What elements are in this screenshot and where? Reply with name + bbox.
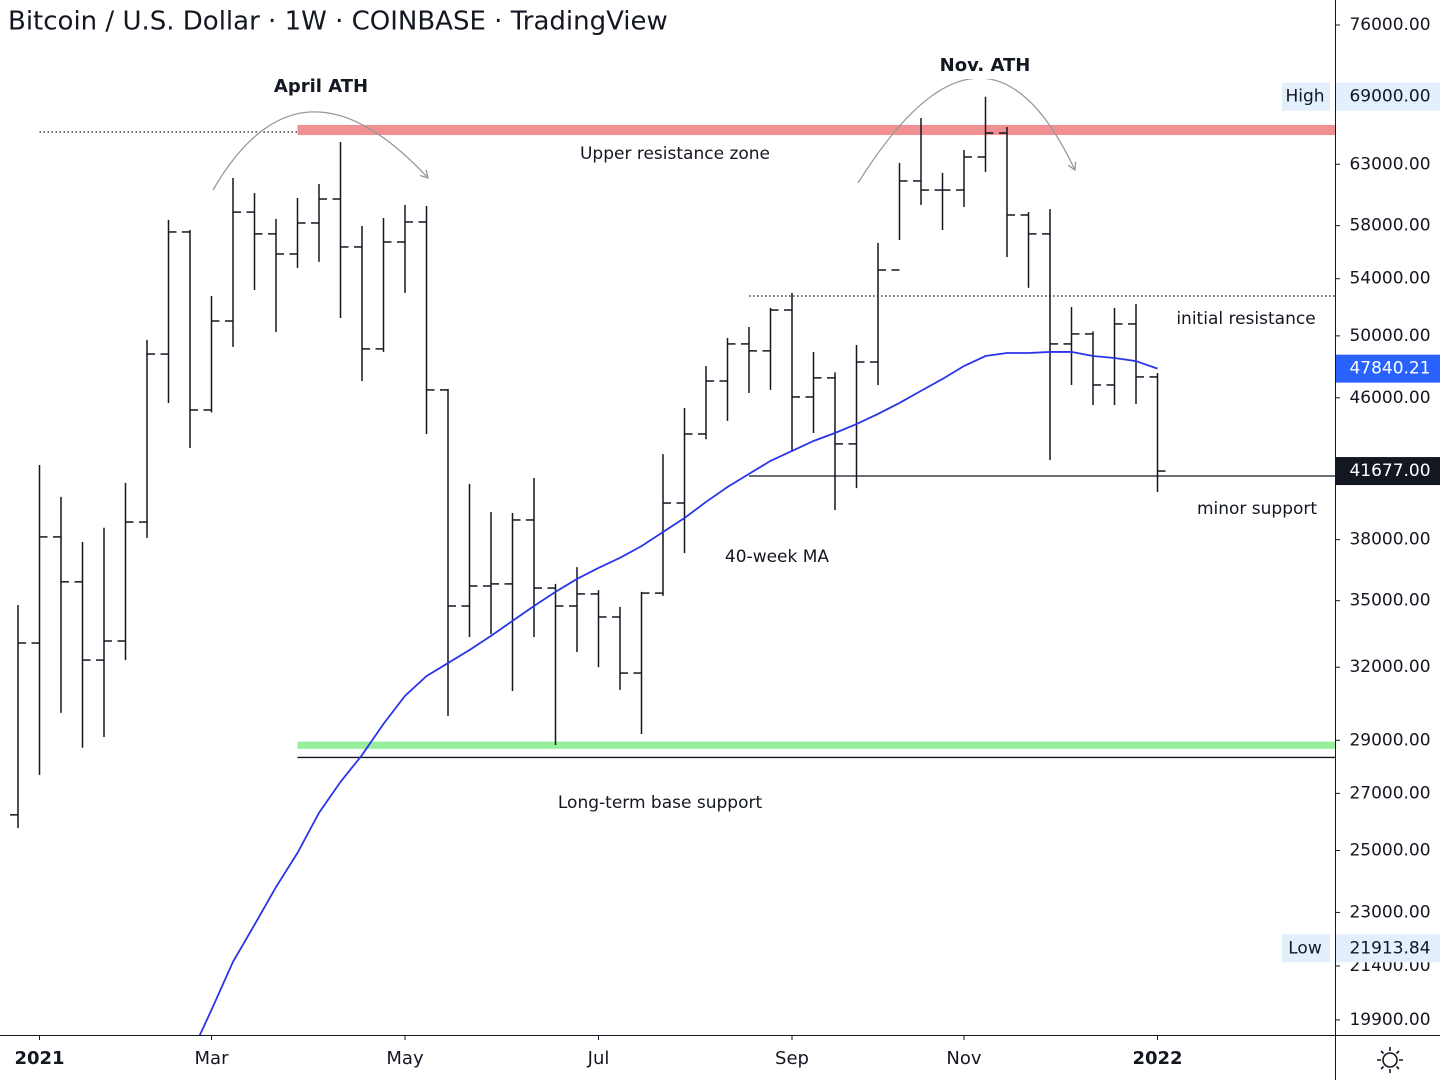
y-tick-label: 25000.00: [1349, 841, 1430, 861]
arrow: [212, 111, 429, 191]
y-tick-label: 76000.00: [1349, 15, 1430, 35]
x-tick-label: Jul: [587, 1048, 610, 1069]
price-label: 47840.21: [1349, 359, 1430, 379]
ma-label: 40-week MA: [725, 547, 830, 567]
label-backdrop: [218, 74, 424, 100]
annotation: Upper resistance zone: [580, 144, 770, 164]
x-tick-label: May: [386, 1048, 424, 1069]
price-label-box: [1336, 82, 1440, 111]
y-tick-label: 32000.00: [1349, 657, 1430, 677]
y-tick-label: 54000.00: [1349, 269, 1430, 289]
price-label-box: [1336, 934, 1440, 963]
y-tick-label: 29000.00: [1349, 730, 1430, 750]
y-tick-label: 58000.00: [1349, 216, 1430, 236]
annotation: minor support: [1197, 499, 1317, 519]
ma-line: [198, 351, 1158, 1035]
price-label-name: Low: [1288, 938, 1322, 958]
settings-icon[interactable]: [1377, 1047, 1403, 1073]
annotation: Nov. ATH: [940, 55, 1031, 76]
plot-area: [10, 96, 1335, 1035]
y-tick-label: 38000.00: [1349, 530, 1430, 550]
price-label-name-box: [1282, 934, 1330, 963]
label-backdrop: [920, 53, 1050, 79]
annotation: April ATH: [274, 76, 368, 97]
x-tick-label: Nov: [946, 1048, 981, 1069]
price-label: 21913.84: [1349, 938, 1430, 958]
x-tick-label: Sep: [775, 1048, 809, 1069]
y-tick-label: 46000.00: [1349, 388, 1430, 408]
y-tick-label: 19900.00: [1349, 1010, 1430, 1030]
price-label-box: [1336, 457, 1440, 486]
zone: [297, 741, 1335, 749]
price-label: 41677.00: [1349, 461, 1430, 481]
y-tick-label: 35000.00: [1349, 591, 1430, 611]
y-tick-label: 50000.00: [1349, 326, 1430, 346]
annotation: Long-term base support: [558, 793, 763, 813]
x-tick-label: 2021: [14, 1048, 64, 1069]
y-tick-label: 23000.00: [1349, 902, 1430, 922]
x-tick-label: 2022: [1132, 1048, 1182, 1069]
y-tick-label: 63000.00: [1349, 154, 1430, 174]
price-label-name: High: [1285, 87, 1324, 107]
price-label-name-box: [1282, 82, 1330, 111]
zone: [297, 124, 1335, 136]
x-tick-label: Mar: [195, 1048, 230, 1069]
chart-title: Bitcoin / U.S. Dollar · 1W · COINBASE · …: [8, 7, 668, 37]
y-tick-label: 27000.00: [1349, 783, 1430, 803]
price-label-box: [1336, 354, 1440, 383]
price-label: 69000.00: [1349, 87, 1430, 107]
annotation: initial resistance: [1176, 309, 1315, 329]
